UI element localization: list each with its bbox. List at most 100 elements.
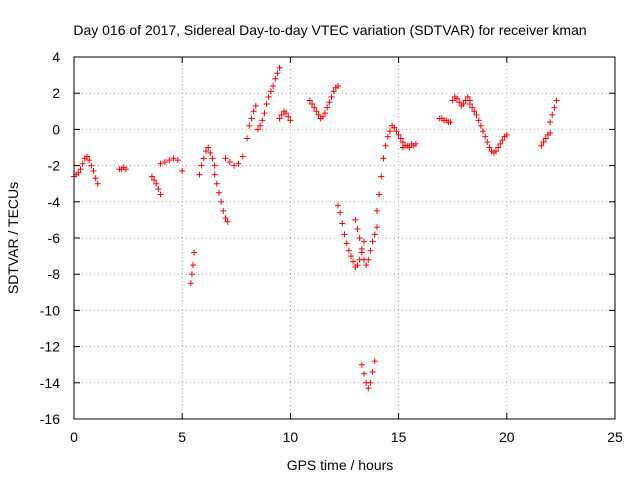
data-point [369,238,376,245]
y-tick-label: -14 [40,375,60,391]
data-point [406,144,413,151]
data-point [326,99,333,106]
data-point [274,70,281,77]
data-point [272,75,279,82]
x-tick-label: 25 [607,429,623,445]
y-tick-label: -16 [40,411,60,427]
axis-ticks [73,56,616,420]
data-point [222,155,229,162]
data-point [538,142,545,149]
data-point [179,168,186,175]
data-point [492,148,499,155]
data-point [367,379,374,386]
x-axis-label: GPS time / hours [287,457,394,473]
data-point [363,262,370,269]
data-point [309,101,316,108]
data-point [153,180,160,187]
data-points [71,64,560,392]
data-point [482,133,489,140]
data-point [386,128,393,135]
data-point [454,95,461,102]
data-point [322,110,329,117]
data-point [477,122,484,129]
data-point [254,126,261,133]
data-point [475,117,482,124]
data-point [486,144,493,151]
data-point [198,162,205,169]
y-tick-label: -8 [48,266,61,282]
data-point [209,155,216,162]
data-point [341,231,348,238]
data-point [203,148,210,155]
data-point [393,128,400,135]
data-point [79,160,86,167]
data-point [77,166,84,173]
data-point [246,122,253,129]
data-point [378,173,385,180]
data-point [412,140,419,147]
data-point [224,218,231,225]
data-point [542,135,549,142]
data-point [196,171,203,178]
data-point [360,370,367,377]
chart-title: Day 016 of 2017, Sidereal Day-to-day VTE… [73,22,586,38]
data-point [335,82,342,89]
data-point [497,140,504,147]
y-tick-label: 0 [52,121,60,137]
data-point [350,258,357,265]
data-point [380,155,387,162]
data-point [343,240,350,247]
data-point [495,144,502,151]
data-point [373,207,380,214]
data-point [391,124,398,131]
data-point [122,166,129,173]
data-point [88,162,95,169]
data-point [276,115,283,122]
data-point [399,139,406,146]
data-point [358,361,365,368]
data-point [190,262,197,269]
data-point [352,216,359,223]
data-point [547,130,554,137]
data-point [371,358,378,365]
data-point [356,235,363,241]
y-tick-labels: -16 -14 -12 -10 -8 -6 -4 -2 0 2 4 [40,49,60,427]
data-point [265,93,272,100]
data-point [161,158,168,165]
data-point [324,104,331,111]
data-point [447,119,454,126]
data-point [92,175,99,182]
data-point [319,113,326,120]
data-point [464,93,471,100]
data-point [479,128,486,135]
data-point [94,180,101,187]
data-point [191,249,198,256]
data-point [235,160,242,167]
data-point [211,162,218,169]
data-point [345,247,352,254]
data-point [499,137,506,144]
data-point [188,271,195,278]
data-point [337,209,344,216]
data-point [257,122,264,129]
data-point [276,64,283,71]
x-tick-label: 10 [283,429,299,445]
data-point [311,104,318,111]
data-point [328,93,335,100]
data-point [231,162,238,169]
data-point [90,168,97,175]
data-point [200,155,207,162]
data-point [471,108,478,115]
data-point [367,247,374,254]
data-point [382,142,389,149]
data-point [365,256,372,263]
data-point [213,180,220,187]
data-point [503,131,510,138]
y-tick-label: -2 [48,158,61,174]
data-point [395,131,402,138]
data-point [248,115,255,122]
y-tick-label: -12 [40,339,60,355]
data-point [261,110,268,117]
data-point [369,368,376,375]
data-point [339,220,346,227]
